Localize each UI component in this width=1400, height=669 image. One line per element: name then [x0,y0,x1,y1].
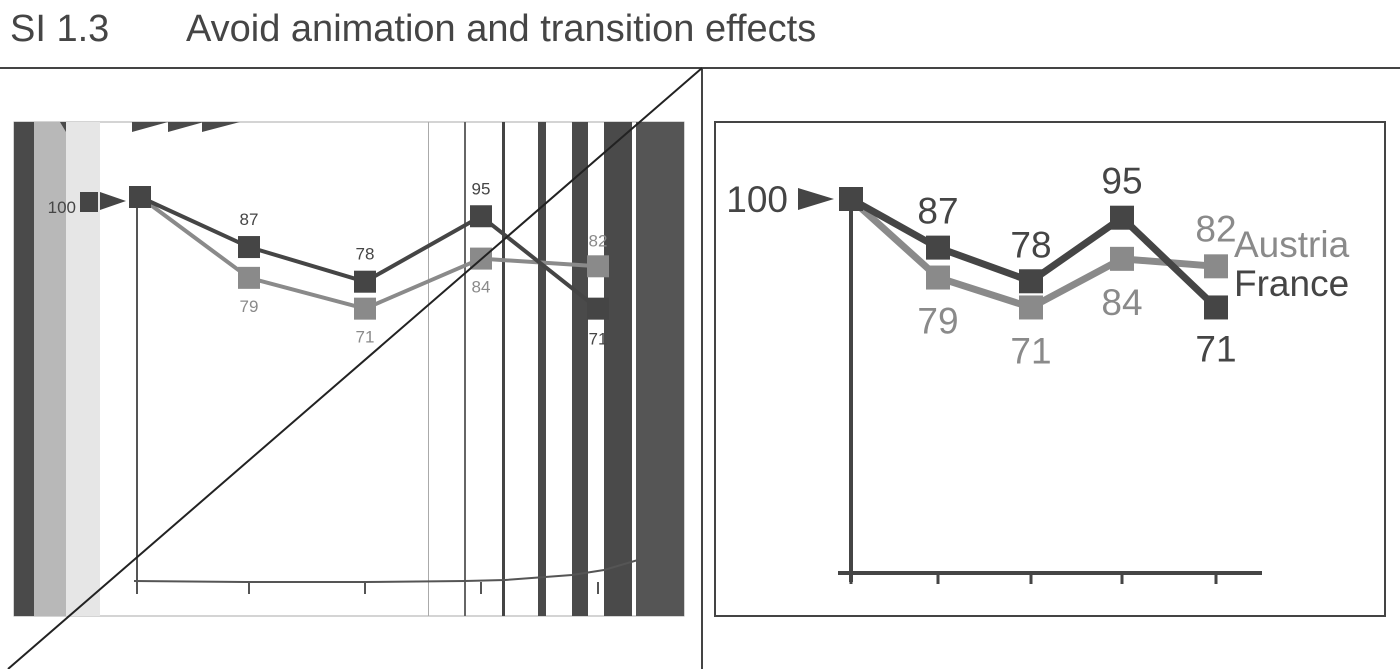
france-point-2 [926,235,950,260]
shear-wedge-5 [202,122,240,132]
layout-dividers [0,67,1400,669]
austria-point-3 [354,297,376,320]
transition-seam-2 [464,122,466,616]
transition-band-5 [572,122,588,616]
legend-label-austria: Austria [1234,224,1350,265]
start-value-label: 100 [726,179,788,220]
austria-value-label-2: 79 [917,301,958,342]
austria-point-4 [1110,246,1134,271]
austria-point-2 [238,266,260,289]
austria-value-label-4: 84 [472,278,491,297]
france-point-4 [1110,205,1134,230]
austria-value-label-5: 82 [1195,208,1236,249]
legend-label-france: France [1234,263,1349,304]
section-code: SI 1.3 [10,8,110,50]
shear-wedge-4 [168,122,204,132]
austria-point-5 [587,255,609,278]
distorted-transition-chart: 100 87 78 95 71 79 71 84 82 [13,121,685,617]
france-value-label-3: 78 [1010,224,1051,265]
transition-seam-1 [428,122,429,616]
transition-band-6 [604,122,632,616]
austria-value-label-4: 84 [1101,282,1142,323]
page-title: SI 1.3 Avoid animation and transition eff… [10,4,816,54]
start-value-label: 100 [48,198,76,217]
shear-wedge-1 [60,122,66,132]
france-point-2 [238,236,260,259]
start-arrow-icon [100,192,126,210]
france-point-3 [354,270,376,293]
start-marker [80,192,98,212]
start-point [129,186,151,208]
france-value-label-2: 87 [917,191,958,232]
france-value-label-4: 95 [472,179,491,198]
strike-through-line [7,67,703,669]
austria-point-3 [1019,295,1043,320]
austria-value-label-3: 71 [1010,330,1051,371]
austria-value-label-3: 71 [356,328,375,347]
transition-band-1 [14,122,34,616]
x-axis [133,559,639,583]
austria-point-2 [926,265,950,290]
france-value-label-5: 71 [1195,328,1236,369]
austria-value-label-5: 82 [589,231,608,250]
final-chart-frame [714,121,1386,617]
section-heading: Avoid animation and transition effects [186,8,817,50]
transition-seam-3 [502,122,505,616]
france-point-3 [1019,269,1043,294]
transition-band-2 [34,122,66,616]
france-point-5 [1204,295,1228,320]
austria-point-5 [1204,254,1228,279]
france-value-label-4: 95 [1101,161,1142,202]
france-point-4 [470,205,492,228]
austria-value-label-2: 79 [240,297,259,316]
diagonal-line [7,67,703,669]
france-value-label-5: 71 [589,330,608,349]
start-arrow-icon [798,188,834,210]
transition-band-7 [636,122,684,616]
transition-band-4 [538,122,546,616]
france-value-label-2: 87 [240,210,259,229]
france-point-5 [587,297,609,320]
shear-wedge-3 [132,122,168,132]
start-point [839,187,863,211]
france-value-label-3: 78 [356,245,375,264]
